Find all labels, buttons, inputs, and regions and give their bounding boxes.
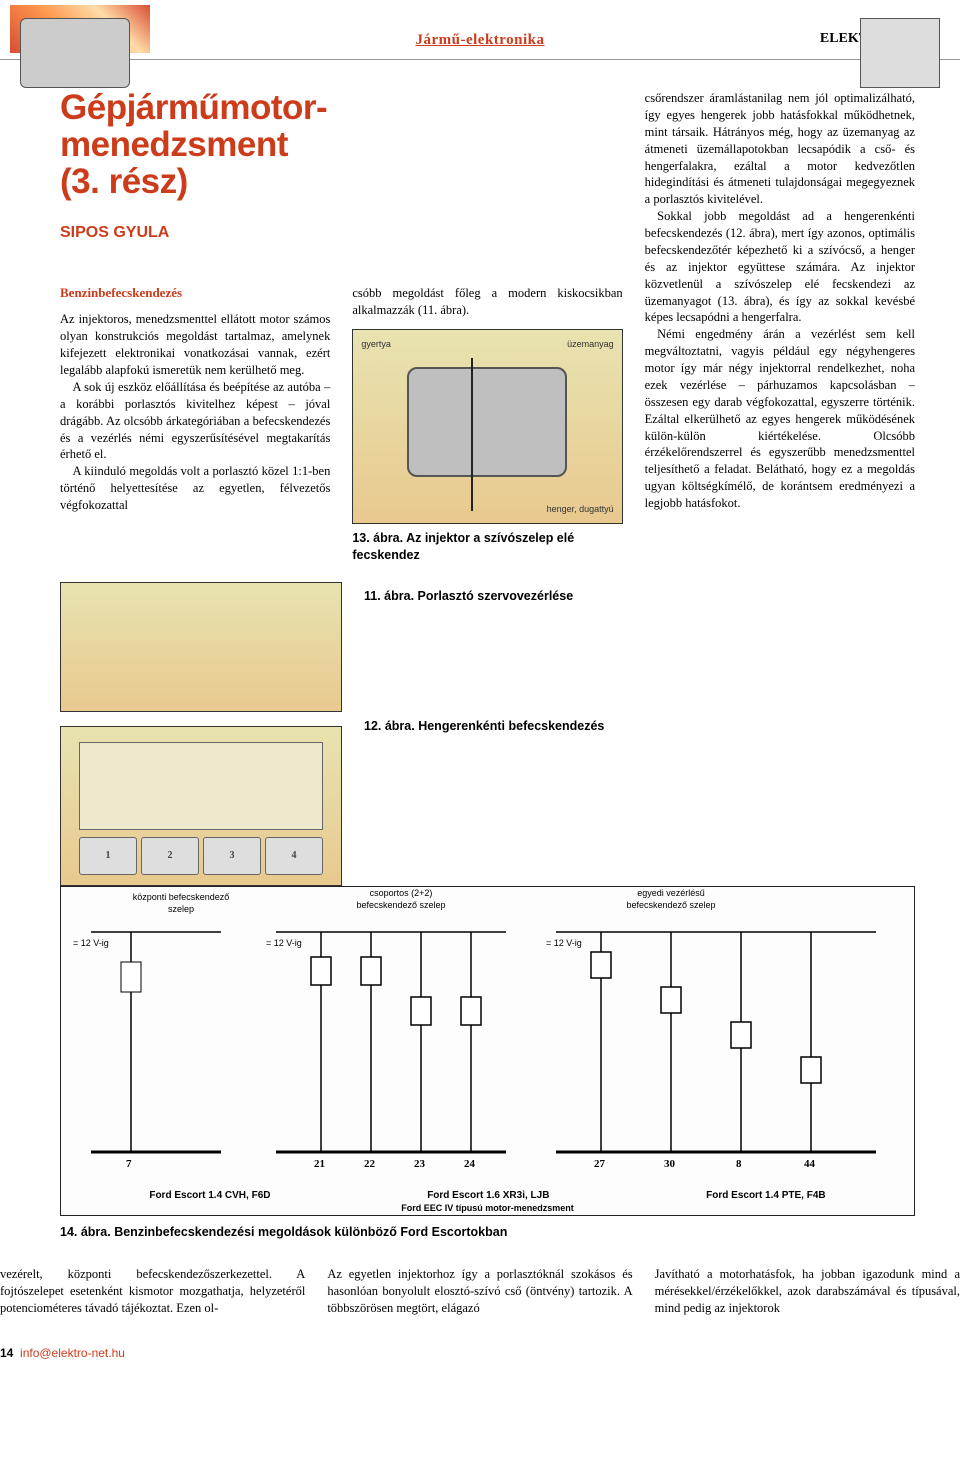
figure-14-caption: 14. ábra. Benzinbefecskendezési megoldás… bbox=[60, 1224, 915, 1241]
figure-12-cylinders: 1 2 3 4 bbox=[79, 837, 323, 875]
column-1: Gépjárműmotor-menedzsment (3. rész) SIPO… bbox=[60, 90, 330, 564]
figure-13-line bbox=[471, 358, 473, 511]
figure-11 bbox=[60, 582, 342, 712]
bottom-col1-para: vezérelt, központi befecskendezőszerkeze… bbox=[0, 1266, 305, 1317]
svg-text:30: 30 bbox=[664, 1158, 676, 1170]
col3-para-3: Némi engedmény árán a vezérlést sem kell… bbox=[645, 326, 915, 512]
left-figures-stack bbox=[60, 582, 342, 712]
section-subhead: Benzinbefecskendezés bbox=[60, 284, 330, 302]
col1-para-1: Az injektoros, menedzsmenttel ellátott m… bbox=[60, 311, 330, 379]
bottom-col3-para: Javítható a motorhatásfok, ha jobban iga… bbox=[655, 1266, 960, 1317]
title-line-1: Gépjárműmotor-menedzsment bbox=[60, 88, 327, 164]
svg-text:27: 27 bbox=[594, 1158, 606, 1170]
figure-14-panel-3: 27 30 8 44 bbox=[541, 899, 891, 1175]
figure-11-illustration bbox=[20, 18, 130, 88]
bottom-col2-para: Az egyetlen injektorhoz így a porlasztók… bbox=[327, 1266, 632, 1317]
svg-text:22: 22 bbox=[364, 1158, 376, 1170]
bottom-column-grid: vezérelt, központi befecskendezőszerkeze… bbox=[0, 1266, 960, 1317]
svg-text:23: 23 bbox=[414, 1158, 426, 1170]
figure-14-panel-1: 7 bbox=[71, 899, 241, 1175]
figure-13-caption: 13. ábra. Az injektor a szívószelep elé … bbox=[352, 530, 622, 564]
cylinder-3: 3 bbox=[203, 837, 261, 875]
figure-13-illustration bbox=[407, 367, 567, 477]
figure-14-wrap: központi befecskendező szelep csoportos … bbox=[60, 886, 915, 1241]
category-label: Jármű-elektronika bbox=[415, 30, 544, 50]
col3-para-1: csőrendszer áramlástanilag nem jól optim… bbox=[645, 90, 915, 208]
col1-para-3: A kiinduló megoldás volt a porlasztó köz… bbox=[60, 463, 330, 514]
figure-14-ecu-label: Ford EEC IV típusú motor-menedzsment bbox=[61, 1202, 914, 1214]
page-number: 14 bbox=[0, 1346, 13, 1360]
figure-13: gyertya üzemanyag henger, dugattyú bbox=[352, 329, 622, 524]
svg-text:44: 44 bbox=[804, 1158, 816, 1170]
col3-para-2: Sokkal jobb megoldást ad a hengerenkénti… bbox=[645, 208, 915, 326]
figure-13-label: henger, dugattyú bbox=[547, 503, 614, 515]
figure-13-label: üzemanyag bbox=[567, 338, 614, 350]
cylinder-1: 1 bbox=[79, 837, 137, 875]
figure-14-panel-2: 21 22 23 24 bbox=[261, 899, 521, 1175]
page-footer: 14 info@elektro-net.hu bbox=[0, 1345, 960, 1361]
footer-email: info@elektro-net.hu bbox=[20, 1346, 125, 1360]
middle-row: 11. ábra. Porlasztó szervovezérlése 1 2 … bbox=[60, 582, 915, 886]
figure-11-illustration-2 bbox=[860, 18, 940, 88]
figure-14-footer: Ford Escort 1.4 CVH, F6D Ford Escort 1.6… bbox=[71, 1189, 904, 1203]
figure-14-variant-1: Ford Escort 1.4 CVH, F6D bbox=[149, 1189, 270, 1203]
page-header: Jármű-elektronika ELEKTRO 2004/8. bbox=[0, 0, 960, 60]
column-2: csóbb megoldást főleg a modern kiskocsik… bbox=[352, 90, 622, 564]
top-column-grid: Gépjárműmotor-menedzsment (3. rész) SIPO… bbox=[60, 90, 915, 564]
svg-text:21: 21 bbox=[314, 1158, 325, 1170]
page-body: Gépjárműmotor-menedzsment (3. rész) SIPO… bbox=[0, 60, 960, 1250]
cylinder-4: 4 bbox=[265, 837, 323, 875]
col2-padding: csóbb megoldást főleg a modern kiskocsik… bbox=[352, 90, 622, 319]
figure-12: 1 2 3 4 bbox=[60, 726, 342, 886]
svg-text:8: 8 bbox=[736, 1158, 742, 1170]
col1-para-2: A sok új eszköz előállítása és beépítése… bbox=[60, 379, 330, 463]
figure-14-variant-3: Ford Escort 1.4 PTE, F4B bbox=[706, 1189, 825, 1203]
svg-text:24: 24 bbox=[464, 1158, 476, 1170]
cylinder-2: 2 bbox=[141, 837, 199, 875]
figure-12-body bbox=[79, 742, 323, 830]
figure-11-caption: 11. ábra. Porlasztó szervovezérlése bbox=[364, 588, 646, 605]
figure-14-variant-2: Ford Escort 1.6 XR3i, LJB bbox=[427, 1189, 549, 1203]
article-title: Gépjárműmotor-menedzsment (3. rész) bbox=[60, 90, 330, 200]
svg-text:7: 7 bbox=[126, 1158, 132, 1170]
figure-13-wrap: gyertya üzemanyag henger, dugattyú 13. á… bbox=[352, 329, 622, 564]
figure-14: központi befecskendező szelep csoportos … bbox=[60, 886, 915, 1216]
title-line-2: (3. rész) bbox=[60, 162, 188, 201]
author-name: SIPOS GYULA bbox=[60, 222, 330, 244]
col2-top-para: csóbb megoldást főleg a modern kiskocsik… bbox=[352, 285, 622, 319]
column-3: csőrendszer áramlástanilag nem jól optim… bbox=[645, 90, 915, 564]
figure-13-label: gyertya bbox=[361, 338, 391, 350]
figure-12-caption: 12. ábra. Hengerenkénti befecskendezés bbox=[364, 718, 646, 735]
